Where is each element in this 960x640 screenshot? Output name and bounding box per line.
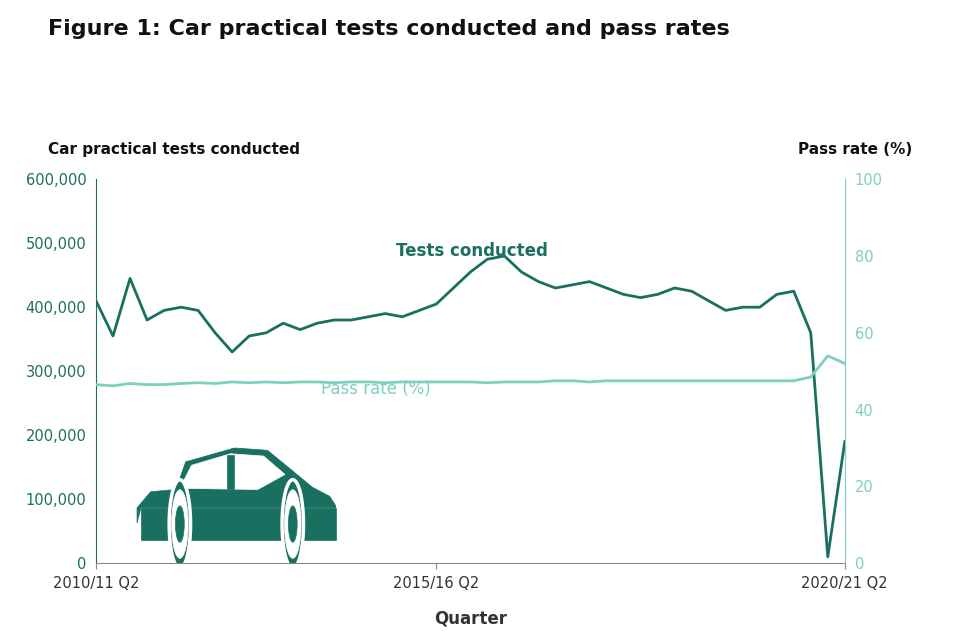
- Ellipse shape: [169, 480, 191, 568]
- Text: Pass rate (%): Pass rate (%): [321, 380, 430, 398]
- Text: Quarter: Quarter: [434, 609, 507, 627]
- Ellipse shape: [172, 490, 188, 558]
- Polygon shape: [227, 455, 234, 490]
- Polygon shape: [137, 448, 336, 523]
- Ellipse shape: [288, 506, 298, 542]
- Polygon shape: [180, 454, 285, 490]
- Ellipse shape: [284, 490, 301, 558]
- Text: Tests conducted: Tests conducted: [396, 242, 547, 260]
- Text: Car practical tests conducted: Car practical tests conducted: [48, 142, 300, 157]
- Ellipse shape: [176, 506, 184, 542]
- Text: Figure 1: Car practical tests conducted and pass rates: Figure 1: Car practical tests conducted …: [48, 19, 730, 39]
- Text: Pass rate (%): Pass rate (%): [798, 142, 912, 157]
- Ellipse shape: [282, 480, 303, 568]
- Polygon shape: [141, 508, 336, 540]
